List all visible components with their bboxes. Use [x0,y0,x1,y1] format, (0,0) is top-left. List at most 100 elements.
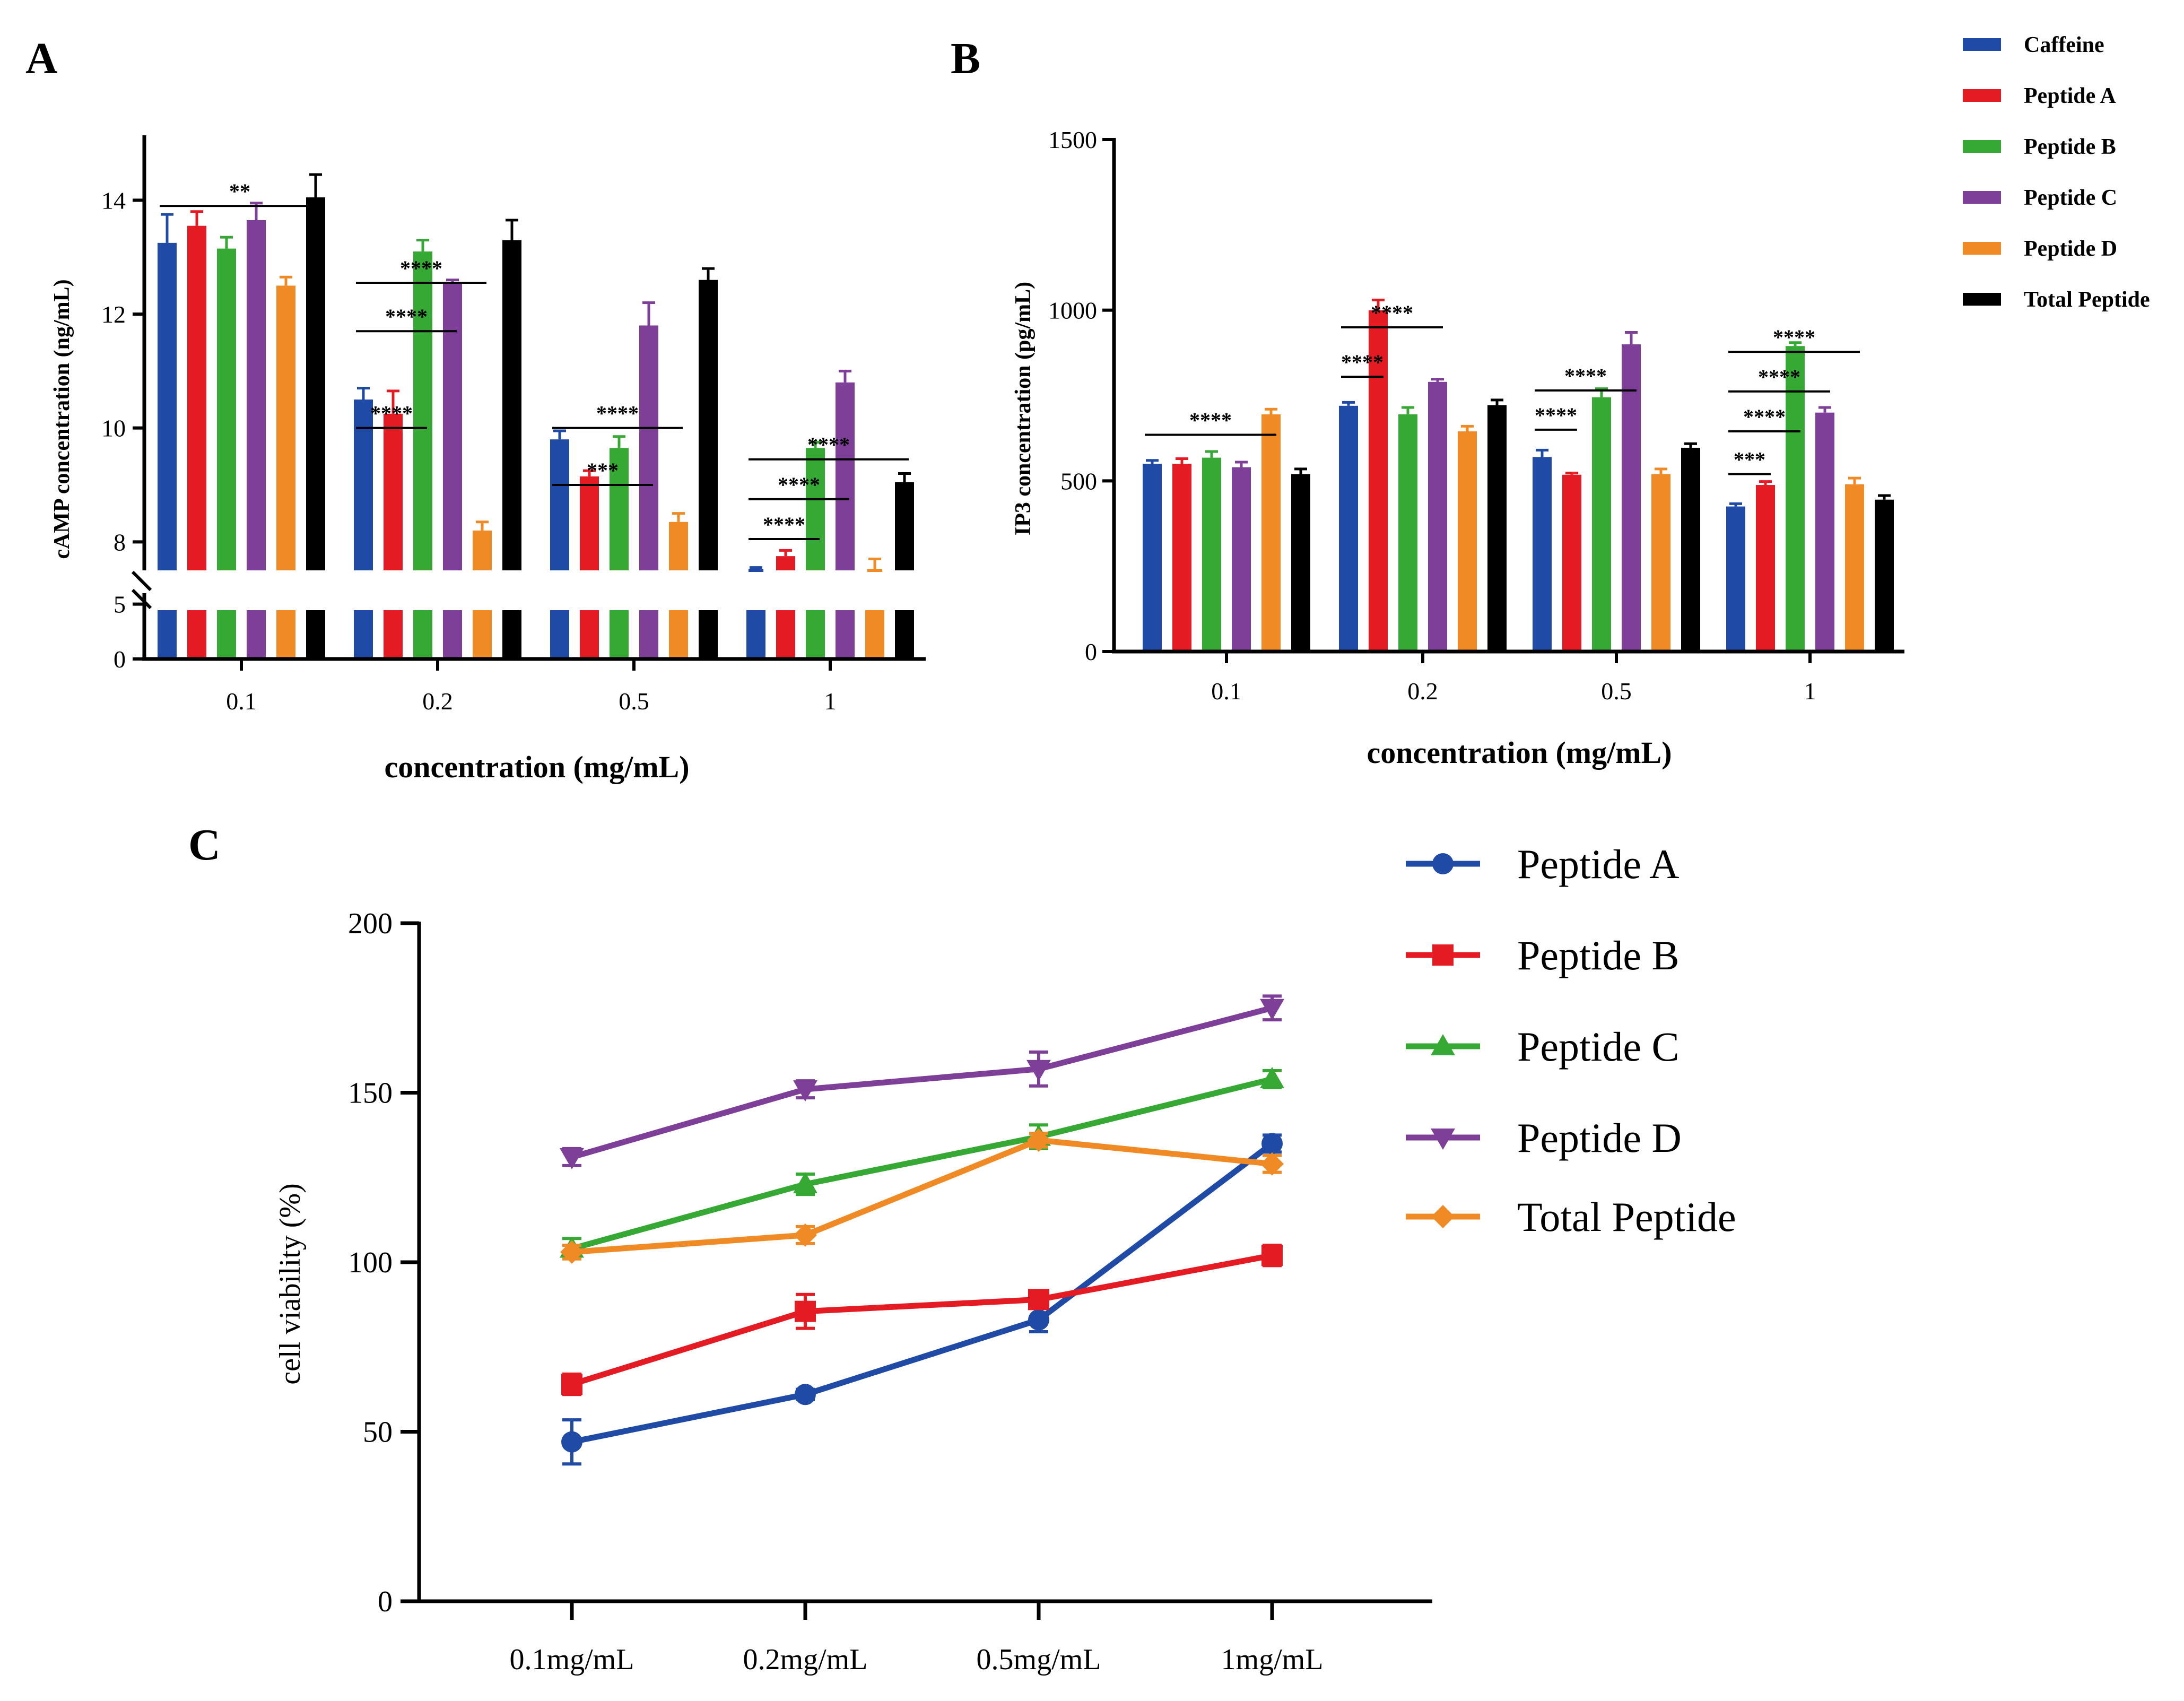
bar-a-lower [550,610,569,659]
axis-break-mark [131,570,152,592]
bar-b [1681,447,1700,652]
bar-a [610,448,629,570]
bar-a [502,240,521,570]
legend-swatch [1963,242,2001,255]
bar-a-lower [610,610,629,659]
significance-label: **** [400,256,442,280]
bar-a-lower [217,610,236,659]
marker-square [1028,1289,1049,1311]
bar-a-lower [639,610,658,659]
marker-diamond [1431,1205,1455,1228]
bar-a [384,413,403,570]
marker-diamond [560,1240,584,1264]
axis-break-mark [131,588,152,610]
marker-square [1432,944,1454,966]
bar-a [699,280,718,570]
y-tick-label-c: 150 [348,1077,393,1110]
bar-a-lower [413,610,432,659]
chart-c-axes: 0 50 100 150 200 0.1mg/mL 0.2mg/mL 0.5mg/mL 1mg/… [348,907,1432,1676]
y-tick-label-a: 5 [114,591,126,618]
y-tick-label-b: 0 [1085,638,1097,665]
significance-label: **** [370,402,413,426]
marker-circle [1261,1133,1283,1155]
x-tick-label-c: 0.5mg/mL [977,1643,1101,1676]
marker-circle [1432,853,1454,874]
bar-b [1202,457,1221,652]
bar-b [1562,474,1581,652]
marker-diamond [1260,1152,1284,1176]
significance-label: **** [1535,403,1577,427]
bar-a-lower [776,610,795,659]
bar-b [1815,412,1834,652]
legend-label-c: Total Peptide [1517,1194,1736,1240]
bar-b [1651,474,1670,652]
marker-triangle-down [560,1148,584,1169]
marker-circle [561,1431,582,1453]
significance-label: **** [596,402,639,426]
marker-square [795,1300,816,1322]
chart-b-axes: 0 500 1000 1500 0.1 0.2 0.5 1 [1048,126,1904,705]
significance-label: **** [1773,325,1815,349]
x-tick-label-c: 0.1mg/mL [510,1643,634,1676]
marker-circle [1028,1309,1049,1331]
legend-label: Peptide A [2024,84,2116,108]
significance-label: **** [1758,365,1800,389]
significance-label: **** [778,473,820,497]
legend-label: Caffeine [2024,33,2104,57]
significance-label: **** [763,513,805,536]
y-tick-label-a: 0 [114,646,126,673]
y-tick-label-a: 8 [114,528,126,556]
bar-a [306,197,325,570]
bar-a [247,220,266,570]
bar-a-lower [276,610,295,659]
chart-c: 0 50 100 150 200 0.1mg/mL 0.2mg/mL 0.5mg/mL 1mg/… [274,907,1432,1676]
bar-b [1726,506,1745,652]
marker-triangle-down [1431,1129,1455,1150]
chart-b-bars [1143,298,1894,652]
chart-a-annotations: ********************************* [160,179,909,540]
bar-b [1398,414,1417,652]
y-tick-label-c: 0 [378,1585,393,1618]
bar-b [1845,484,1864,652]
bar-a [550,439,569,570]
marker-square [561,1374,582,1395]
significance-label: **** [1564,364,1607,388]
panel-b-label: B [951,34,980,83]
chart-b-ylabel: IP3 concentration (pg/mL) [1011,282,1036,535]
series-line [571,1252,1273,1387]
marker-triangle-up [1260,1066,1284,1088]
bar-a-lower [502,610,521,659]
bar-a-lower [669,610,688,659]
bar-a [276,285,295,570]
significance-label: **** [1189,408,1232,432]
bar-b [1143,464,1162,652]
y-tick-label-a: 14 [101,187,126,214]
bar-a-lower [473,610,492,659]
chart-a-axes: 8 10 12 14 0 5 0.1 0.2 0.5 1 [101,135,926,715]
significance-label: **** [1743,405,1786,429]
bar-a-lower [443,610,462,659]
bar-a-lower [247,610,266,659]
x-tick-label-b: 1 [1804,678,1816,705]
bar-b [1786,346,1805,652]
x-tick-label-c: 1mg/mL [1221,1643,1324,1676]
bar-a [836,382,855,570]
x-tick-label-b: 0.1 [1211,678,1242,705]
bar-b [1458,431,1477,652]
x-tick-label-a: 0.5 [619,688,649,715]
bar-a-lower [746,610,765,659]
bar-b [1172,464,1191,652]
bar-a-lower [580,610,599,659]
marker-triangle-up [1431,1034,1455,1055]
bar-a [443,282,462,570]
chart-c-ylabel: cell viability (%) [274,1183,307,1384]
bar-a [217,248,236,571]
significance-label: *** [587,458,619,482]
legend-swatch [1963,38,2001,51]
bar-a-lower [306,610,325,659]
y-tick-label-b: 1500 [1048,126,1097,153]
legend-label-c: Peptide D [1517,1115,1682,1161]
